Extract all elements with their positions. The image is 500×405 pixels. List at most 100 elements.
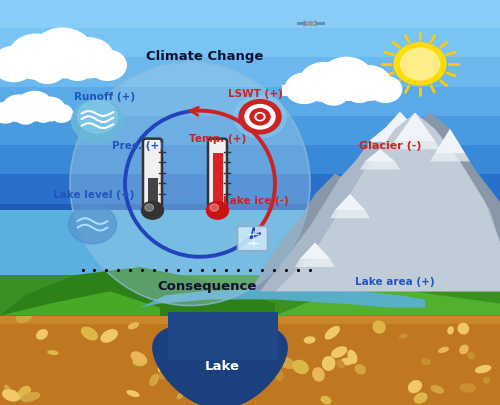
Polygon shape — [300, 243, 330, 259]
Point — [306, 21, 314, 28]
Bar — [282, 85, 392, 97]
Circle shape — [368, 77, 402, 104]
Bar — [0, 29, 500, 58]
FancyBboxPatch shape — [143, 139, 162, 207]
Ellipse shape — [458, 323, 469, 335]
Circle shape — [394, 44, 446, 86]
Ellipse shape — [448, 326, 454, 335]
Ellipse shape — [158, 362, 173, 373]
Ellipse shape — [130, 352, 148, 365]
FancyBboxPatch shape — [208, 139, 227, 207]
Ellipse shape — [230, 326, 241, 340]
Text: Runoff (+): Runoff (+) — [74, 92, 136, 101]
Ellipse shape — [414, 392, 428, 404]
Text: LSWT (+): LSWT (+) — [228, 89, 282, 99]
Text: Lake: Lake — [205, 359, 240, 372]
Circle shape — [72, 100, 124, 143]
Circle shape — [258, 116, 262, 119]
Ellipse shape — [348, 350, 358, 364]
Circle shape — [61, 55, 94, 82]
Text: Prec. (+): Prec. (+) — [112, 141, 164, 151]
Circle shape — [16, 92, 54, 122]
Ellipse shape — [204, 358, 216, 371]
Circle shape — [345, 81, 374, 104]
Ellipse shape — [150, 374, 159, 386]
Ellipse shape — [467, 352, 475, 360]
Circle shape — [234, 96, 286, 139]
Circle shape — [257, 115, 263, 120]
Ellipse shape — [354, 364, 366, 375]
Circle shape — [239, 100, 281, 134]
Ellipse shape — [18, 386, 31, 400]
Ellipse shape — [483, 377, 490, 384]
Ellipse shape — [70, 63, 310, 306]
Bar — [148, 179, 158, 202]
Ellipse shape — [304, 337, 316, 344]
Ellipse shape — [47, 350, 58, 355]
Circle shape — [0, 47, 36, 83]
Polygon shape — [140, 290, 425, 308]
Circle shape — [68, 205, 116, 244]
Circle shape — [31, 28, 94, 79]
Circle shape — [347, 66, 392, 102]
Ellipse shape — [81, 327, 98, 341]
Circle shape — [50, 104, 73, 124]
Ellipse shape — [460, 383, 476, 392]
Text: Lake area (+): Lake area (+) — [355, 277, 435, 286]
Ellipse shape — [320, 396, 332, 404]
Circle shape — [250, 109, 270, 126]
Bar — [0, 275, 500, 316]
Circle shape — [232, 222, 274, 256]
Circle shape — [145, 205, 154, 212]
Bar — [0, 211, 500, 292]
Circle shape — [400, 49, 440, 81]
Circle shape — [2, 95, 36, 123]
Bar — [0, 233, 500, 262]
Circle shape — [318, 80, 350, 107]
Polygon shape — [275, 113, 500, 292]
Circle shape — [35, 97, 66, 122]
Circle shape — [88, 50, 127, 82]
Ellipse shape — [2, 389, 20, 402]
Text: Temp. (+): Temp. (+) — [189, 134, 246, 143]
Ellipse shape — [340, 358, 354, 365]
Ellipse shape — [126, 390, 140, 397]
Ellipse shape — [128, 322, 139, 330]
Ellipse shape — [438, 347, 449, 353]
Ellipse shape — [220, 337, 228, 346]
Ellipse shape — [312, 367, 324, 382]
Bar — [0, 204, 500, 233]
Ellipse shape — [168, 372, 180, 383]
Circle shape — [0, 102, 18, 124]
Text: Climate Change: Climate Change — [146, 49, 264, 62]
Ellipse shape — [324, 358, 335, 364]
Text: Glacier (-): Glacier (-) — [359, 141, 421, 151]
Ellipse shape — [331, 346, 347, 358]
Polygon shape — [365, 150, 395, 162]
Polygon shape — [0, 292, 160, 316]
Polygon shape — [275, 288, 500, 316]
Circle shape — [206, 202, 229, 220]
Circle shape — [78, 101, 118, 134]
Circle shape — [14, 107, 37, 126]
Ellipse shape — [258, 343, 276, 356]
Circle shape — [255, 113, 265, 121]
Circle shape — [142, 202, 164, 220]
Circle shape — [285, 73, 324, 105]
Polygon shape — [360, 150, 400, 170]
Bar — [0, 58, 500, 87]
Circle shape — [28, 54, 66, 85]
Circle shape — [210, 205, 218, 212]
Polygon shape — [390, 113, 440, 150]
Circle shape — [245, 105, 275, 130]
Ellipse shape — [239, 355, 252, 366]
Ellipse shape — [324, 326, 340, 340]
Bar — [0, 117, 500, 146]
Text: Consequence: Consequence — [158, 279, 257, 292]
Ellipse shape — [278, 357, 295, 369]
Polygon shape — [250, 113, 500, 292]
Bar — [0, 0, 500, 29]
Ellipse shape — [430, 385, 444, 394]
Polygon shape — [395, 113, 435, 142]
Ellipse shape — [421, 358, 431, 365]
